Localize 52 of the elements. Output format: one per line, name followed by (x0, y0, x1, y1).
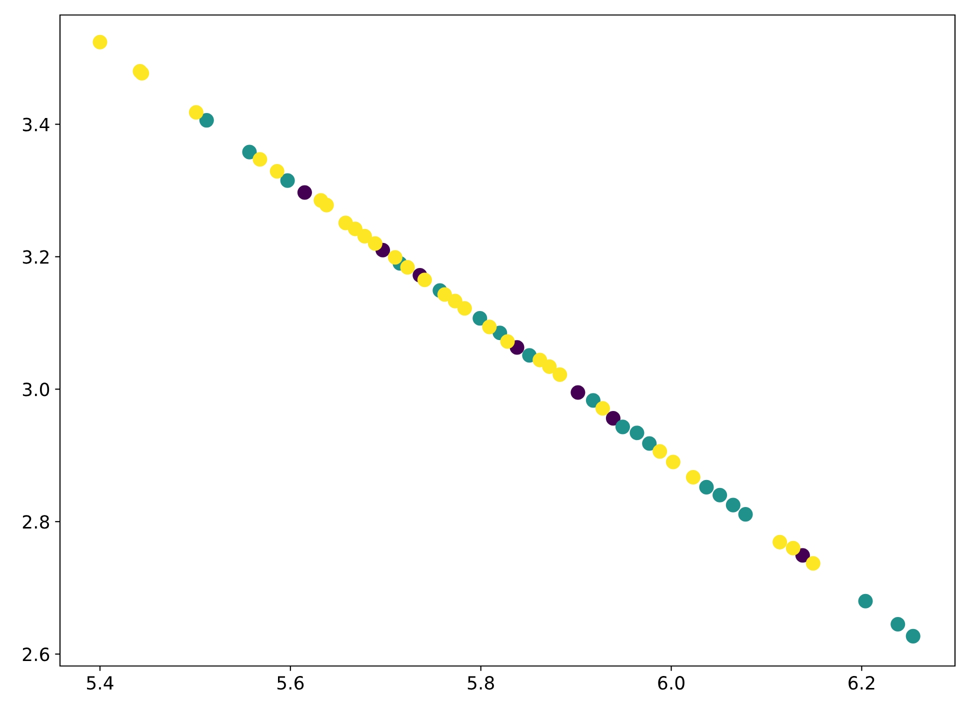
point (906, 628, 920, 644)
point (457, 301, 472, 316)
point (188, 105, 204, 120)
point (772, 534, 788, 550)
point (686, 470, 700, 485)
point (858, 594, 873, 608)
point (500, 334, 515, 349)
point (666, 454, 680, 470)
point (642, 436, 657, 451)
point (280, 173, 295, 188)
point (630, 426, 644, 440)
point (552, 367, 568, 382)
point (357, 228, 372, 244)
x-tick-label: 5.8 (468, 676, 494, 690)
point (738, 507, 753, 522)
point (586, 393, 600, 408)
point (786, 540, 800, 556)
point (297, 185, 312, 200)
x-tick-label: 6.0 (658, 676, 684, 690)
point (417, 272, 432, 288)
point (242, 144, 257, 160)
y-tick-label: 3.0 (22, 382, 50, 396)
point (726, 498, 740, 512)
point (615, 420, 630, 434)
x-tick-label: 5.6 (277, 676, 304, 690)
point (606, 411, 620, 426)
point (699, 480, 714, 494)
y-tick-label: 3.2 (22, 250, 48, 264)
point (92, 34, 108, 50)
point (437, 287, 452, 302)
point (252, 152, 268, 167)
point (270, 164, 284, 179)
y-tick-label: 3.4 (22, 118, 50, 132)
y-tick-label: 2.8 (22, 515, 50, 529)
x-tick-label: 6.2 (848, 676, 874, 690)
y-tick-label: 2.6 (22, 648, 50, 662)
point (368, 236, 382, 251)
point (890, 616, 906, 632)
point (400, 260, 415, 275)
x-tick-label: 5.4 (87, 676, 114, 690)
point (319, 198, 334, 212)
point (472, 311, 488, 326)
point (806, 556, 820, 571)
point (570, 385, 586, 400)
point (482, 320, 497, 334)
point (348, 222, 362, 236)
point (199, 113, 214, 128)
point (712, 488, 728, 502)
point (388, 250, 402, 265)
point (542, 359, 557, 374)
point (595, 401, 610, 416)
point (652, 444, 668, 459)
